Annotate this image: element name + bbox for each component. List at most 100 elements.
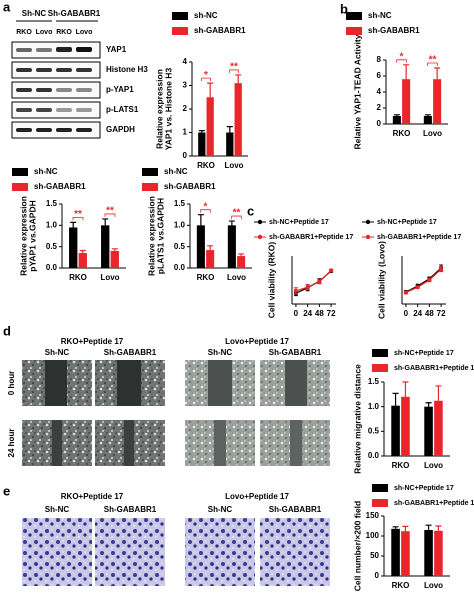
- legend-swatch: [372, 364, 388, 372]
- band: [76, 128, 92, 132]
- significance-bracket: [231, 215, 242, 220]
- significance-label: **: [230, 62, 238, 73]
- legend-swatch: [346, 27, 362, 35]
- y-tick-label: 0.5: [46, 242, 58, 251]
- band: [16, 128, 32, 132]
- y-tick-label: 4: [183, 57, 188, 66]
- y-axis-label: YAP1 vs. Histone H3: [163, 68, 173, 151]
- error-bar: [207, 82, 214, 98]
- band: [16, 108, 32, 112]
- legend-label: sh-NC: [34, 167, 58, 176]
- y-axis-label: Relative YAP1-TEAD Activity: [352, 34, 362, 149]
- band: [76, 47, 92, 52]
- row-label: 24 hour: [7, 429, 16, 458]
- significance-label: *: [204, 201, 208, 212]
- band: [36, 108, 52, 112]
- legend-swatch: [172, 27, 188, 35]
- significance-bracket: [72, 216, 84, 221]
- column-label: Sh-GABABR1: [104, 505, 157, 514]
- y-tick-label: 1.5: [174, 199, 186, 208]
- bar: [110, 250, 119, 268]
- bar: [392, 116, 401, 124]
- y-axis-label: pLATS1 vs.GAPDH: [155, 198, 165, 274]
- condition-label: Lovo+Peptide 17: [225, 492, 289, 501]
- bar: [206, 250, 215, 268]
- marker: [415, 285, 420, 290]
- band: [56, 108, 72, 112]
- marker: [293, 288, 298, 293]
- x-tick-label: 72: [437, 309, 446, 318]
- condition-label: RKO+Peptide 17: [61, 492, 124, 501]
- error-bar: [207, 245, 214, 251]
- micrograph: [22, 518, 92, 586]
- band: [76, 88, 92, 92]
- error-bar: [425, 524, 432, 530]
- band: [16, 48, 32, 52]
- wound: [124, 420, 134, 466]
- blot-lane: Lovo: [76, 29, 93, 36]
- legend-label: sh-NC+Peptide 17: [269, 219, 329, 226]
- blot-group: Sh-GABABR1: [48, 9, 101, 18]
- legend-swatch: [172, 12, 188, 20]
- band: [56, 88, 72, 92]
- significance-label: **: [74, 209, 82, 220]
- blot-group: Sh-NC: [22, 9, 47, 18]
- x-tick-label: RKO: [392, 461, 410, 470]
- significance-bracket: [200, 209, 211, 213]
- column-label: Sh-NC: [208, 348, 233, 357]
- bar: [78, 253, 87, 268]
- significance-label: **: [429, 55, 437, 66]
- y-tick-label: 1.0: [174, 220, 186, 229]
- error-bar: [226, 126, 233, 133]
- x-tick-label: Lovo: [423, 129, 442, 138]
- bar: [234, 83, 242, 156]
- x-tick-label: 72: [327, 309, 336, 318]
- bar: [434, 530, 443, 576]
- legend-label: sh-GABABR1: [194, 26, 246, 35]
- x-tick-label: 24: [413, 309, 422, 318]
- condition-label: Lovo+Peptide 17: [225, 337, 289, 346]
- bar: [237, 256, 246, 268]
- micrograph: [260, 518, 330, 586]
- legend-label: sh-GABABR1: [368, 26, 420, 35]
- micrograph: [95, 518, 165, 586]
- marker: [305, 285, 310, 290]
- wound: [290, 420, 302, 466]
- bar: [226, 132, 234, 156]
- legend-swatch: [257, 219, 263, 225]
- y-tick-label: 0.5: [174, 242, 186, 251]
- error-bar: [402, 525, 409, 532]
- bar: [423, 116, 432, 124]
- bar: [206, 97, 214, 156]
- legend-label: sh-GABABR1: [34, 182, 86, 191]
- x-tick-label: 48: [425, 309, 434, 318]
- error-bar: [393, 114, 400, 116]
- band: [36, 48, 52, 52]
- band: [56, 68, 72, 72]
- bar: [391, 405, 400, 456]
- error-bar: [235, 74, 242, 84]
- error-bar: [70, 221, 77, 228]
- band: [56, 128, 72, 132]
- marker: [427, 278, 432, 282]
- panel-label: b: [340, 1, 348, 16]
- bar: [424, 530, 433, 576]
- x-tick-label: Lovo: [227, 273, 246, 282]
- y-axis-label: Relative expression: [146, 196, 156, 276]
- wound: [208, 360, 232, 406]
- y-tick-label: 2: [183, 104, 188, 113]
- significance-bracket: [427, 62, 438, 66]
- x-tick-label: RKO: [197, 161, 215, 170]
- condition-label: RKO+Peptide 17: [61, 337, 124, 346]
- legend-swatch: [142, 183, 158, 191]
- y-tick-label: 150: [366, 511, 380, 520]
- legend-label: sh-NC+Peptide 17: [394, 485, 454, 492]
- legend-swatch: [346, 12, 362, 20]
- x-tick-label: 48: [315, 309, 324, 318]
- band: [16, 88, 32, 92]
- marker: [403, 290, 408, 295]
- invasion-images: [22, 518, 330, 586]
- error-bar: [435, 525, 442, 531]
- y-tick-label: 0.0: [46, 263, 58, 272]
- line: [295, 270, 332, 294]
